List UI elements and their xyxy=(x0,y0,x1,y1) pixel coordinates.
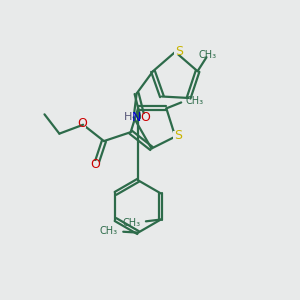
Bar xyxy=(173,131,182,139)
Text: CH₃: CH₃ xyxy=(186,96,204,106)
Text: S: S xyxy=(175,44,183,58)
Text: N: N xyxy=(132,111,141,124)
Text: O: O xyxy=(90,158,100,171)
Text: CH₃: CH₃ xyxy=(199,50,217,60)
Bar xyxy=(125,113,137,122)
Text: O: O xyxy=(77,117,87,130)
Text: H: H xyxy=(124,112,133,122)
Bar xyxy=(174,47,183,55)
Text: CH₃: CH₃ xyxy=(100,226,118,236)
Bar xyxy=(141,114,149,122)
Bar xyxy=(91,161,99,169)
Text: O: O xyxy=(140,111,150,124)
Text: S: S xyxy=(174,129,182,142)
Text: CH₃: CH₃ xyxy=(122,218,141,227)
Bar xyxy=(78,120,86,128)
